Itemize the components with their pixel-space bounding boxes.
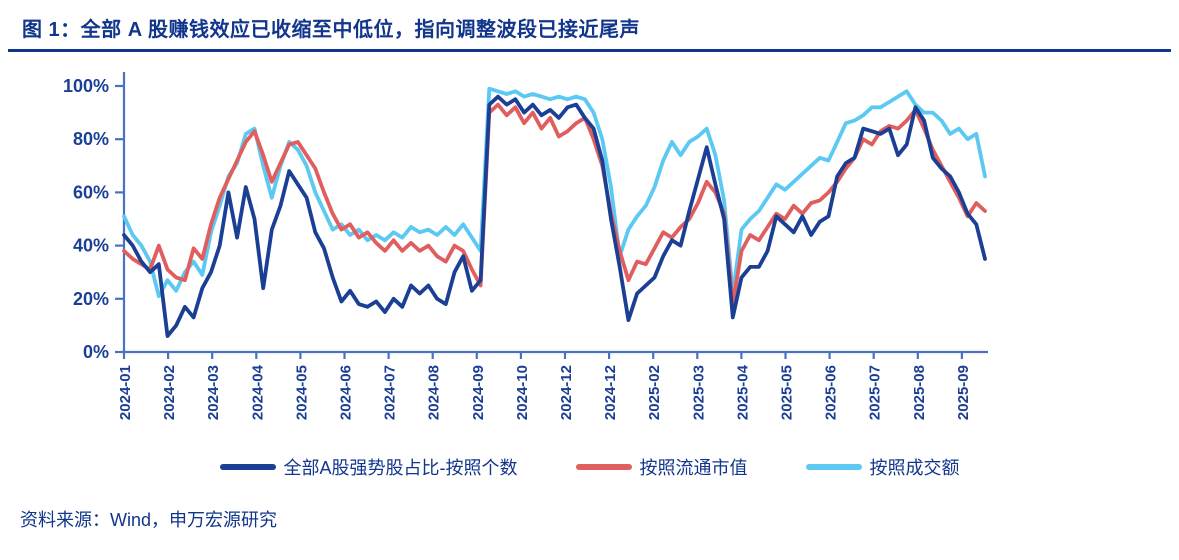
x-tick-label: 2024-01 bbox=[117, 365, 134, 420]
x-tick-label: 2024-12 bbox=[602, 365, 619, 420]
x-tick-label: 2024-09 bbox=[470, 365, 487, 420]
x-tick-label: 2025-09 bbox=[955, 365, 972, 420]
x-tick-label: 2024-03 bbox=[205, 365, 222, 420]
y-tick-label: 0% bbox=[83, 342, 109, 362]
x-tick-label: 2025-04 bbox=[734, 364, 751, 420]
x-tick-label: 2025-08 bbox=[911, 365, 928, 420]
x-tick-label: 2024-02 bbox=[161, 365, 178, 420]
x-tick-label: 2024-12 bbox=[558, 365, 575, 420]
x-tick-label: 2024-04 bbox=[249, 364, 266, 420]
x-tick-label: 2025-06 bbox=[823, 365, 840, 420]
y-tick-label: 20% bbox=[73, 289, 109, 309]
x-tick-label: 2025-02 bbox=[646, 365, 663, 420]
x-tick-label: 2024-08 bbox=[426, 365, 443, 420]
figure-title: 图 1：全部 A 股赚钱效应已收缩至中低位，指向调整波段已接近尾声 bbox=[22, 19, 640, 41]
y-tick-label: 80% bbox=[73, 129, 109, 149]
chart-legend: 全部A股强势股占比-按照个数 按照流通市值 按照成交额 bbox=[0, 452, 1179, 482]
y-tick-label: 60% bbox=[73, 182, 109, 202]
legend-swatch-red-line bbox=[575, 464, 632, 470]
legend-label-count: 全部A股强势股占比-按照个数 bbox=[283, 458, 518, 478]
x-tick-label: 2025-03 bbox=[690, 365, 707, 420]
legend-swatch-sky-line bbox=[805, 464, 862, 470]
series-line-1 bbox=[122, 102, 987, 307]
x-tick-label: 2024-05 bbox=[293, 365, 310, 420]
legend-item-turnover: 按照成交额 bbox=[805, 454, 960, 480]
series-line-2 bbox=[122, 86, 987, 299]
line-chart: 0% 20% 40% 60% 80% 100% 2024-01 2024-02 2024-03 2… bbox=[63, 72, 988, 420]
series-line-0 bbox=[122, 94, 987, 338]
legend-swatch-navy-line bbox=[219, 464, 276, 470]
legend-item-mktcap: 按照流通市值 bbox=[575, 454, 748, 480]
y-tick-label: 40% bbox=[73, 236, 109, 256]
legend-label-turnover: 按照成交额 bbox=[869, 458, 960, 478]
y-tick-label: 100% bbox=[63, 76, 109, 96]
x-tick-label: 2025-07 bbox=[867, 365, 884, 420]
x-tick-label: 2025-05 bbox=[779, 365, 796, 420]
source-attribution: 资料来源：Wind，申万宏源研究 bbox=[20, 510, 278, 530]
figure-header: 图 1：全部 A 股赚钱效应已收缩至中低位，指向调整波段已接近尾声 bbox=[8, 0, 1171, 52]
legend-label-mktcap: 按照流通市值 bbox=[639, 458, 748, 478]
legend-item-count: 全部A股强势股占比-按照个数 bbox=[219, 454, 518, 480]
x-tick-label: 2024-06 bbox=[338, 365, 355, 420]
x-tick-label: 2024-10 bbox=[514, 365, 531, 420]
x-tick-label: 2024-07 bbox=[382, 365, 399, 420]
